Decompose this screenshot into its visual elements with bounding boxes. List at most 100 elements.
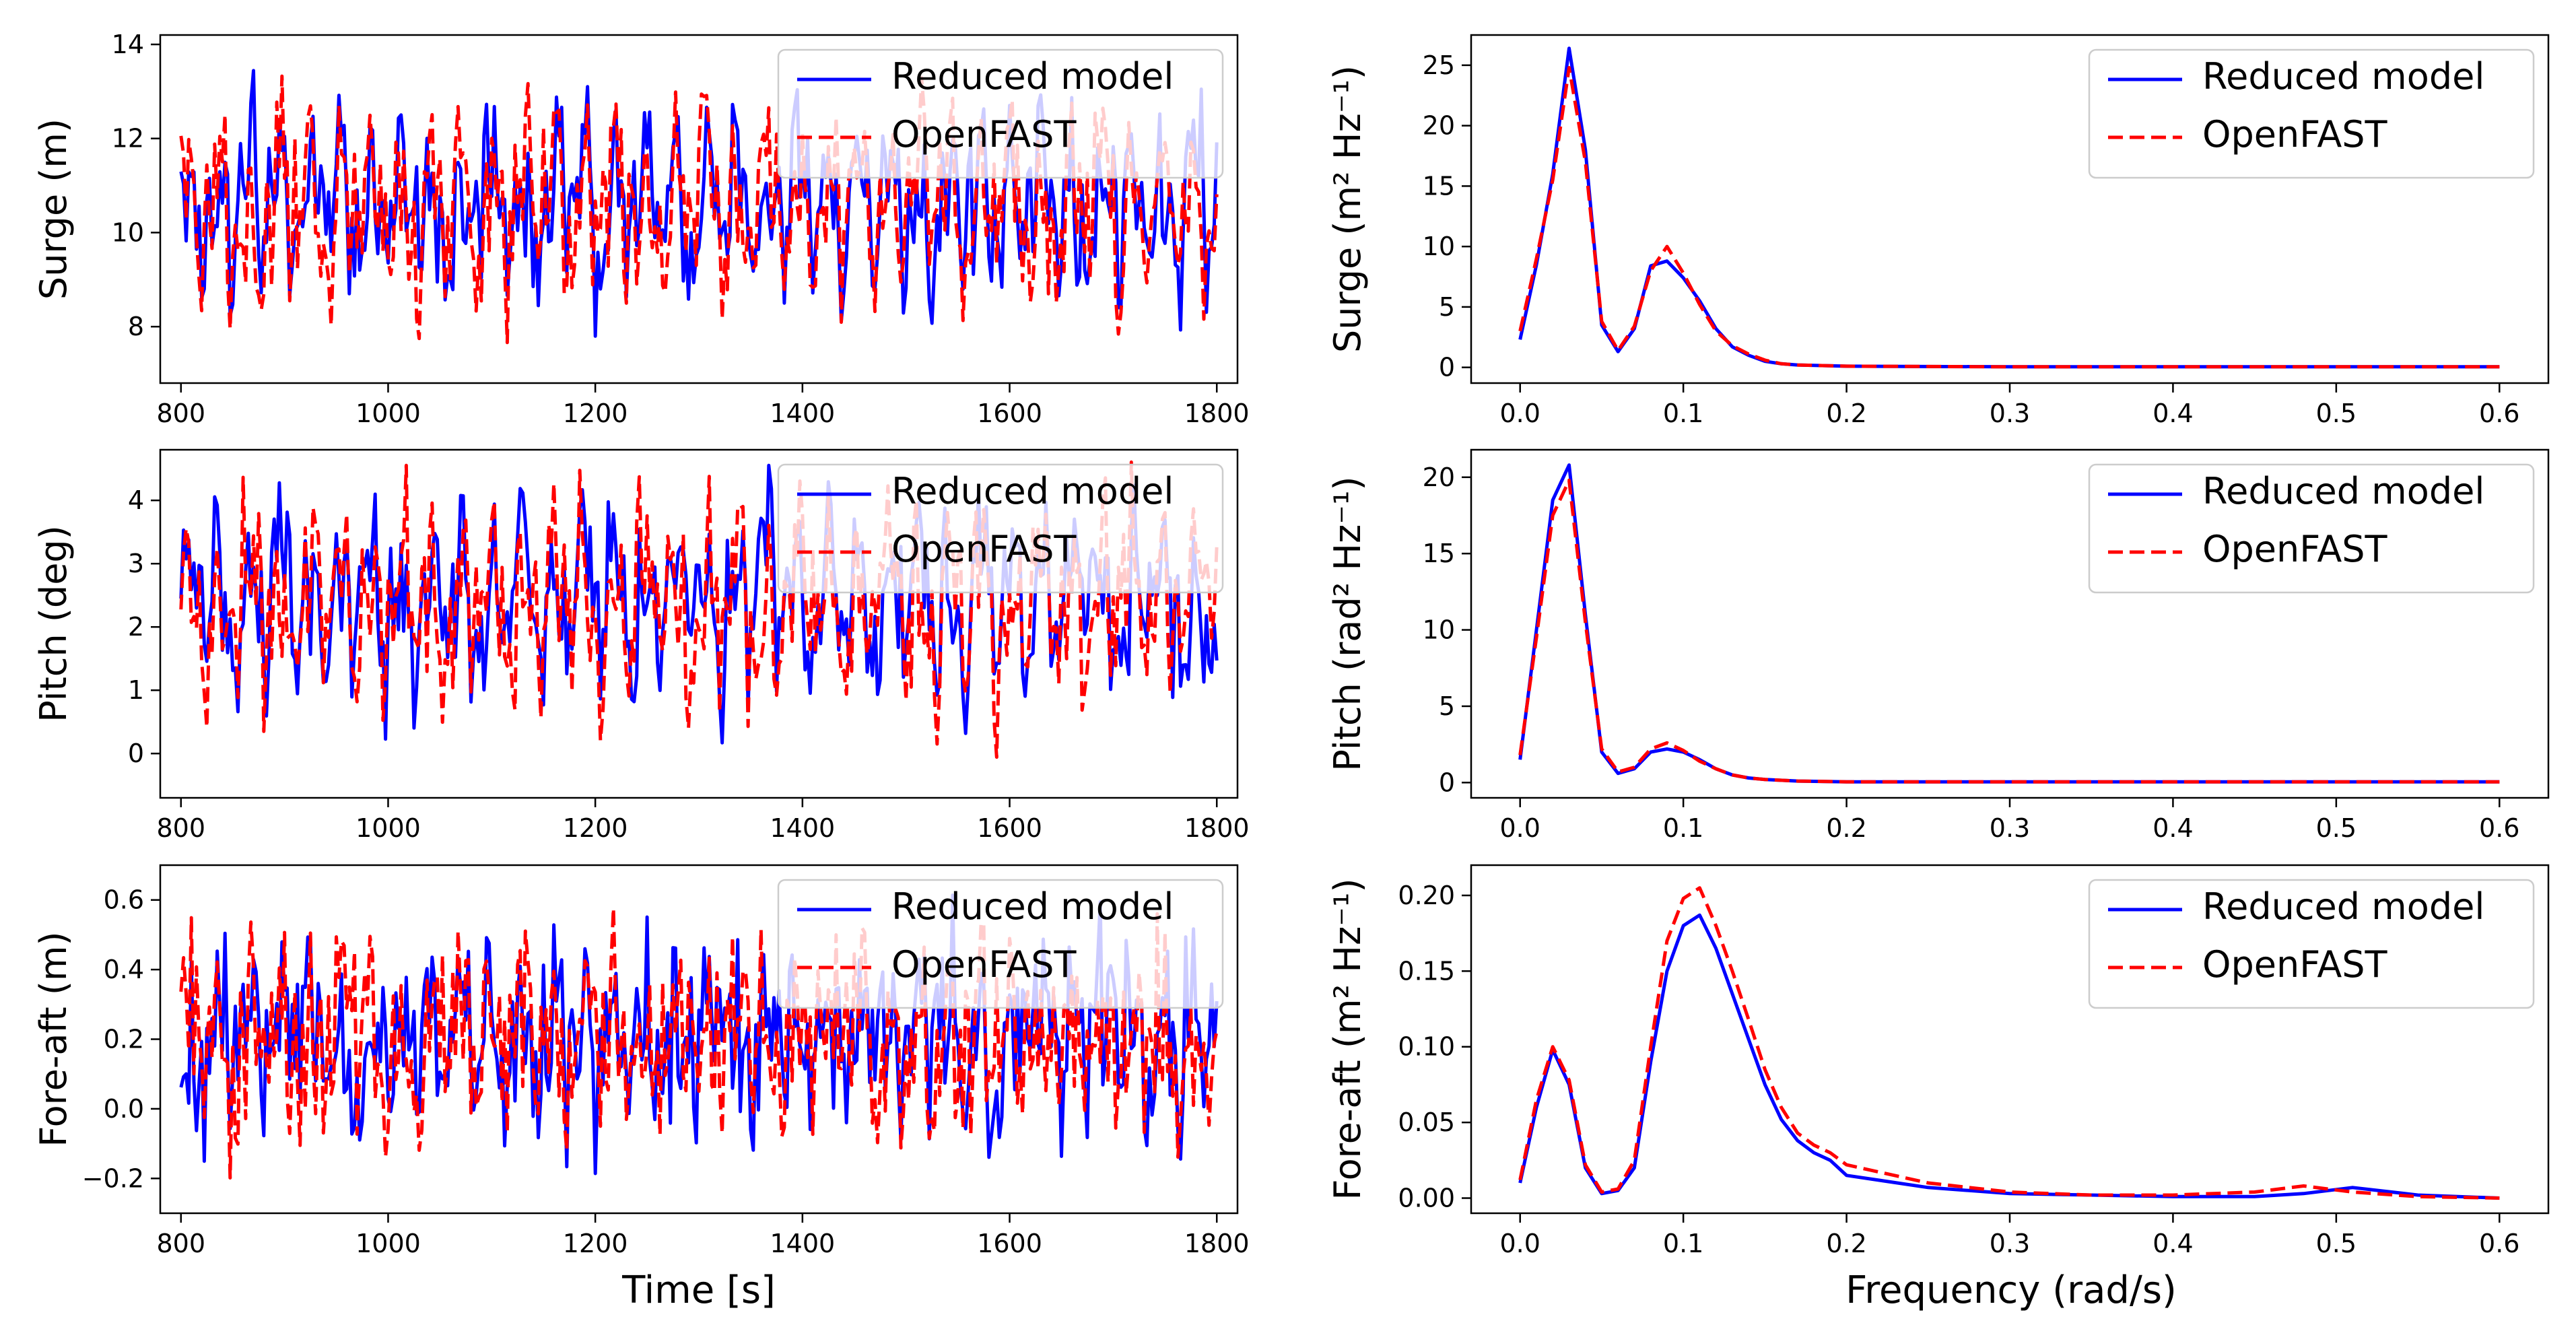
y-tick-label: 15 xyxy=(1423,539,1455,568)
legend-label: Reduced model xyxy=(2202,885,2484,928)
series-line-openfast xyxy=(179,906,1219,1180)
x-tick-label: 1600 xyxy=(977,813,1042,843)
y-tick-label: 10 xyxy=(1423,615,1455,645)
axes-frame xyxy=(159,448,1239,799)
x-tick-label: 0.6 xyxy=(2479,813,2519,843)
legend-label: OpenFAST xyxy=(2202,943,2388,986)
x-label-left: Time [s] xyxy=(621,1268,776,1312)
y-tick-label: 25 xyxy=(1423,50,1455,80)
x-tick-label: 0.1 xyxy=(1663,1229,1703,1258)
x-tick-label: 0.4 xyxy=(2153,813,2193,843)
legend-label: OpenFAST xyxy=(891,528,1077,570)
panel-surge_psd: 0.0 0.1 0.2 0.3 0.4 0.5 0.6 0 5 10 15 20 25 Surge (m²… xyxy=(1326,34,2550,428)
legend-label: Reduced model xyxy=(2202,55,2484,98)
x-tick-label: 1200 xyxy=(563,399,628,428)
x-tick-label: 1600 xyxy=(977,1229,1042,1258)
series-line-openfast xyxy=(1518,478,2500,784)
x-tick-label: 800 xyxy=(157,399,206,428)
legend: Reduced model OpenFAST xyxy=(2088,48,2535,179)
y-axis-label: Pitch (rad² Hz⁻¹) xyxy=(1326,476,1369,771)
x-tick-label: 0.6 xyxy=(2479,399,2519,428)
y-tick-label: 0.6 xyxy=(104,885,144,915)
y-tick-label: 8 xyxy=(128,312,144,341)
legend-label: Reduced model xyxy=(891,470,1174,512)
legend: Reduced model OpenFAST xyxy=(777,463,1224,594)
x-tick-label: 0.3 xyxy=(1990,399,2030,428)
legend-label: OpenFAST xyxy=(891,113,1077,156)
y-tick-label: 0.10 xyxy=(1398,1032,1455,1062)
panel-foreaft_time: 800 1000 1200 1400 1600 1800 −0.2 0.0 0.2 0.4 0.6 F… xyxy=(32,864,1250,1258)
y-tick-label: 14 xyxy=(112,30,144,59)
legend-box xyxy=(2088,463,2535,594)
x-tick-label: 0.6 xyxy=(2479,1229,2519,1258)
axes-frame xyxy=(159,34,1239,384)
x-tick-label: 1400 xyxy=(770,1229,835,1258)
legend-label: OpenFAST xyxy=(891,943,1077,986)
x-tick-label: 1000 xyxy=(355,1229,421,1258)
legend-box xyxy=(777,48,1224,179)
y-axis-label: Fore-aft (m² Hz⁻¹) xyxy=(1326,878,1369,1200)
y-tick-label: 20 xyxy=(1423,463,1455,492)
x-tick-label: 0.2 xyxy=(1826,813,1866,843)
series-line-openfast xyxy=(179,74,1219,345)
y-axis-label: Surge (m² Hz⁻¹) xyxy=(1326,65,1369,353)
series-line-openfast xyxy=(179,460,1219,759)
y-tick-label: 12 xyxy=(112,124,144,154)
x-tick-label: 1200 xyxy=(563,813,628,843)
legend-box xyxy=(777,879,1224,1009)
plot-area-foreaft_psd xyxy=(1518,886,2500,1200)
x-tick-label: 0.2 xyxy=(1826,1229,1866,1258)
y-tick-label: 3 xyxy=(128,549,144,578)
legend: Reduced model OpenFAST xyxy=(2088,879,2535,1009)
legend: Reduced model OpenFAST xyxy=(777,879,1224,1009)
x-tick-label: 1400 xyxy=(770,399,835,428)
y-tick-label: 10 xyxy=(1423,232,1455,261)
x-tick-label: 0.0 xyxy=(1500,399,1540,428)
x-tick-label: 1000 xyxy=(355,399,421,428)
y-tick-label: 15 xyxy=(1423,171,1455,201)
y-tick-label: 0 xyxy=(1439,768,1455,797)
series-line-openfast xyxy=(1518,886,2500,1200)
y-tick-label: 0.00 xyxy=(1398,1184,1455,1213)
plot-area-pitch_psd xyxy=(1518,463,2500,784)
x-tick-label: 0.0 xyxy=(1500,1229,1540,1258)
legend-label: OpenFAST xyxy=(2202,113,2388,156)
y-tick-label: 0.20 xyxy=(1398,881,1455,910)
legend-label: Reduced model xyxy=(891,55,1174,98)
x-tick-label: 1800 xyxy=(1184,399,1250,428)
x-tick-label: 0.1 xyxy=(1663,399,1703,428)
x-tick-label: 800 xyxy=(157,813,206,843)
y-tick-label: −0.2 xyxy=(82,1163,144,1193)
legend-label: Reduced model xyxy=(2202,470,2484,512)
y-tick-label: 0.05 xyxy=(1398,1108,1455,1137)
x-tick-label: 1800 xyxy=(1184,1229,1250,1258)
y-tick-label: 4 xyxy=(128,485,144,515)
legend: Reduced model OpenFAST xyxy=(2088,463,2535,594)
x-tick-label: 0.0 xyxy=(1500,813,1540,843)
x-tick-label: 1200 xyxy=(563,1229,628,1258)
y-tick-label: 5 xyxy=(1439,292,1455,322)
series-line-openfast xyxy=(1518,66,2500,369)
y-tick-label: 1 xyxy=(128,675,144,705)
x-tick-label: 0.2 xyxy=(1826,399,1866,428)
y-tick-label: 0 xyxy=(1439,353,1455,382)
y-axis-label: Pitch (deg) xyxy=(32,525,75,722)
panel-surge_time: 800 1000 1200 1400 1600 1800 8 10 12 14 Surge (m) R… xyxy=(32,30,1250,428)
x-tick-label: 1000 xyxy=(355,813,421,843)
y-tick-label: 0.4 xyxy=(104,955,144,984)
x-tick-label: 0.4 xyxy=(2153,399,2193,428)
x-tick-label: 1800 xyxy=(1184,813,1250,843)
legend-box xyxy=(2088,48,2535,179)
x-tick-label: 0.4 xyxy=(2153,1229,2193,1258)
panel-foreaft_psd: 0.0 0.1 0.2 0.3 0.4 0.5 0.6 0.00 0.05 0.10 0.15 0.2… xyxy=(1326,864,2550,1258)
legend-box xyxy=(2088,879,2535,1009)
y-tick-label: 0.2 xyxy=(104,1025,144,1054)
x-tick-label: 0.3 xyxy=(1990,813,2030,843)
y-tick-label: 20 xyxy=(1423,111,1455,141)
x-tick-label: 0.3 xyxy=(1990,1229,2030,1258)
x-tick-label: 1400 xyxy=(770,813,835,843)
x-tick-label: 0.5 xyxy=(2316,813,2357,843)
legend-box xyxy=(777,463,1224,594)
x-tick-label: 0.1 xyxy=(1663,813,1703,843)
legend-label: OpenFAST xyxy=(2202,528,2388,570)
